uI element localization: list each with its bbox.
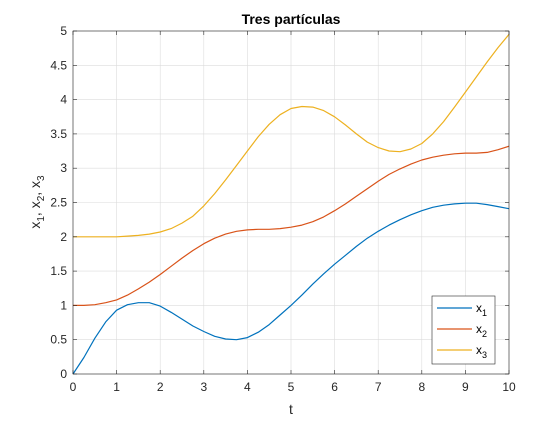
y-label-base: x [27,181,43,188]
legend-label-x3: x3 [476,343,487,360]
series-line-x2 [73,145,510,306]
y-label-subscript: 2 [36,195,47,201]
legend-label-subscript: 2 [482,329,487,339]
x-axis-label: t [289,401,293,417]
y-label-separator: , [27,208,43,216]
y-label-base: x [27,222,43,229]
y-tick-label: 3.5 [50,127,67,141]
y-label-base: x [27,201,43,208]
series-line-x1 [72,202,510,375]
x-tick-label: 9 [462,380,469,394]
y-tick-label: 5 [60,24,67,38]
x-tick-label: 3 [200,380,207,394]
y-tick-label: 0 [60,367,67,381]
y-tick-label: 0.5 [50,333,67,347]
legend-label-base: x [476,322,482,336]
y-label-subscript: 3 [36,175,47,181]
legend-label-x2: x2 [476,322,487,339]
x-tick-label: 8 [418,380,425,394]
legend-label-subscript: 1 [482,308,487,318]
y-tick-label: 3 [60,161,67,175]
y-label-subscript: 1 [36,216,47,222]
x-tick-label: 4 [244,380,251,394]
y-tick-label: 4.5 [50,58,67,72]
legend-box [431,295,496,365]
series-line-x3 [73,34,510,238]
y-tick-label: 1 [60,298,67,312]
x-tick-label: 6 [331,380,338,394]
ticks [72,30,510,375]
series-layer [72,34,510,375]
y-tick-label: 4 [60,93,67,107]
y-axis-label: x1, x2, x3 [27,175,47,229]
legend-label-subscript: 3 [482,350,487,360]
x-tick-label: 0 [70,380,77,394]
chart-title: Tres partículas [242,11,341,27]
y-tick-label: 1.5 [50,264,67,278]
y-tick-label: 2 [60,230,67,244]
legend-label-base: x [476,343,482,357]
tick-labels: 0 1 2 3 4 5 6 7 8 9 10 0 0.5 1 1.5 2 2.5 3 3.5 4 4.5 5 [50,24,516,394]
x-tick-label: 10 [502,380,516,394]
y-label-separator: , [27,188,43,196]
x-tick-label: 7 [375,380,382,394]
y-tick-label: 2.5 [50,196,67,210]
legend-label-base: x [476,301,482,315]
x-tick-label: 2 [157,380,164,394]
legend-label-x1: x1 [476,301,487,318]
x-tick-label: 1 [113,380,120,394]
x-tick-label: 5 [288,380,295,394]
